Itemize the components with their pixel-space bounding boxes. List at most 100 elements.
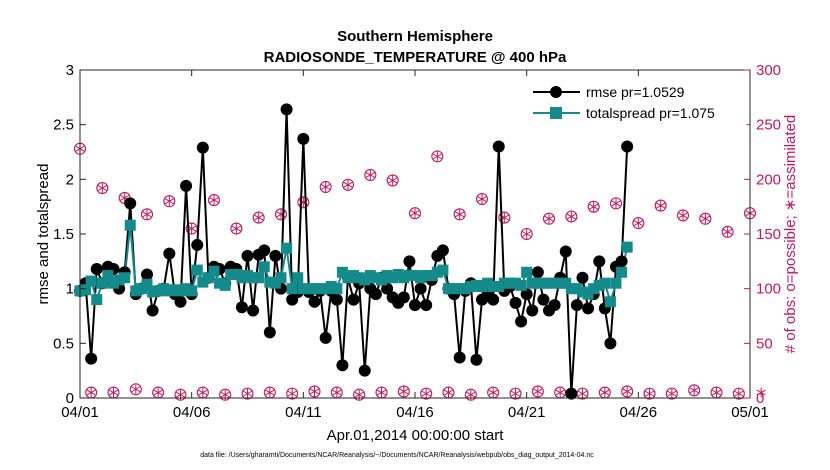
- asterisk-stroke: [577, 390, 588, 397]
- obs-assimilated-point: [153, 387, 163, 398]
- x-tick-label: 04/21: [508, 404, 546, 421]
- rmse-point: [308, 295, 321, 308]
- totalspread-point: [610, 277, 622, 289]
- obs-possible-point: [353, 388, 366, 401]
- legend-rmse-label: rmse pr=1.0529: [586, 84, 685, 100]
- obs-assimilated-point: [242, 388, 253, 399]
- rmse-point: [604, 337, 617, 350]
- obs-assimilated-point: [656, 200, 666, 211]
- obs-possible-point: [654, 199, 667, 212]
- totalspread-point: [175, 285, 186, 297]
- asterisk-stroke: [287, 390, 297, 397]
- obs-assimilated-point: [555, 387, 565, 398]
- obs-possible-point: [408, 207, 422, 220]
- obs-possible-point: [308, 385, 321, 398]
- asterisk-stroke: [108, 389, 119, 396]
- totalspread-point: [281, 242, 293, 254]
- totalspread-point: [236, 272, 248, 284]
- totalspread-point: [515, 279, 527, 291]
- obs-possible-point: [274, 208, 288, 221]
- rmse-point: [247, 304, 260, 317]
- totalspread-point: [253, 272, 265, 284]
- totalspread-point: [119, 272, 131, 284]
- totalspread-point: [431, 266, 443, 278]
- obs-assimilated-point: [131, 384, 141, 395]
- rmse-point: [537, 293, 550, 306]
- obs-possible-point: [609, 197, 623, 210]
- rmse-point: [515, 315, 528, 328]
- asterisk-stroke: [131, 386, 141, 393]
- y-tick-label: 2.5: [53, 117, 74, 134]
- rmse-point: [576, 271, 589, 284]
- y2-tick-label: 50: [756, 335, 773, 352]
- obs-assimilated-point: [477, 194, 487, 205]
- obs-assimilated-point: [421, 388, 431, 399]
- asterisk-stroke: [231, 225, 241, 232]
- obs-assimilated-point: [287, 388, 297, 399]
- rmse-point: [593, 255, 606, 268]
- totalspread-point: [202, 272, 214, 284]
- totalspread-point: [476, 280, 488, 292]
- obs-assimilated-point: [600, 387, 610, 398]
- asterisk-stroke: [566, 213, 576, 220]
- obs-assimilated-point: [700, 213, 710, 224]
- asterisk-stroke: [309, 388, 320, 395]
- totalspread-point: [80, 284, 92, 296]
- totalspread-point: [588, 283, 600, 295]
- totalspread-point: [621, 241, 633, 253]
- obs-assimilated-point: [522, 229, 532, 239]
- rmse-point: [369, 288, 382, 301]
- totalspread-point: [208, 265, 220, 277]
- totalspread-point: [359, 274, 371, 286]
- obs-assimilated-point: [86, 387, 96, 398]
- rmse-point: [124, 197, 137, 210]
- asterisk-stroke: [510, 390, 521, 397]
- totalspread-point: [387, 272, 399, 284]
- asterisk-stroke: [343, 181, 353, 188]
- totalspread-point: [247, 272, 259, 284]
- y2-tick-label: 200: [756, 171, 781, 188]
- legend-spread-marker: [550, 107, 562, 119]
- rmse-point: [196, 141, 209, 154]
- y-tick-label: 1: [66, 281, 74, 298]
- asterisk-stroke: [656, 202, 666, 209]
- totalspread-point: [604, 296, 616, 308]
- asterisk-stroke: [421, 390, 431, 397]
- asterisk-stroke: [756, 389, 766, 396]
- obs-possible-point: [96, 182, 109, 195]
- asterisk-stroke: [164, 198, 174, 205]
- asterisk-stroke: [443, 389, 454, 396]
- asterisk-stroke: [220, 391, 230, 398]
- asterisk-stroke: [711, 389, 722, 396]
- obs-possible-point: [732, 387, 745, 400]
- totalspread-point: [85, 275, 97, 287]
- rmse-point: [548, 299, 561, 312]
- totalspread-point: [415, 272, 427, 284]
- obs-assimilated-point: [589, 201, 599, 212]
- totalspread-point: [521, 266, 533, 278]
- totalspread-point: [403, 270, 415, 282]
- x-tick-label: 04/11: [285, 404, 321, 421]
- asterisk-stroke: [254, 214, 264, 221]
- obs-possible-point: [386, 174, 399, 187]
- obs-assimilated-point: [633, 218, 643, 229]
- asterisk-stroke: [399, 388, 409, 395]
- obs-assimilated-point: [756, 387, 766, 398]
- obs-possible-point: [498, 211, 511, 224]
- totalspread-point: [141, 278, 153, 290]
- totalspread-point: [364, 270, 376, 282]
- obs-assimilated-point: [365, 169, 375, 180]
- totalspread-point: [102, 270, 114, 282]
- totalspread-point: [130, 285, 142, 297]
- asterisk-stroke: [354, 391, 364, 398]
- asterisk-stroke: [633, 220, 643, 226]
- obs-assimilated-point: [443, 387, 454, 398]
- obs-possible-point: [699, 212, 712, 225]
- totalspread-point: [470, 279, 482, 291]
- rmse-point: [358, 364, 371, 377]
- rmse-point: [330, 293, 343, 306]
- totalspread-point: [96, 277, 108, 289]
- totalspread-point: [392, 268, 404, 280]
- obs-possible-point: [475, 192, 489, 206]
- rmse-point: [141, 268, 153, 281]
